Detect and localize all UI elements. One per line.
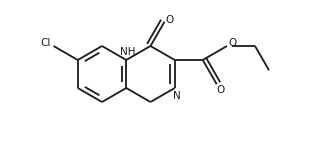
Text: O: O [216,85,225,95]
Text: O: O [165,15,174,25]
Text: NH: NH [120,47,136,57]
Text: O: O [229,38,237,48]
Text: Cl: Cl [40,38,51,48]
Text: N: N [173,91,181,101]
